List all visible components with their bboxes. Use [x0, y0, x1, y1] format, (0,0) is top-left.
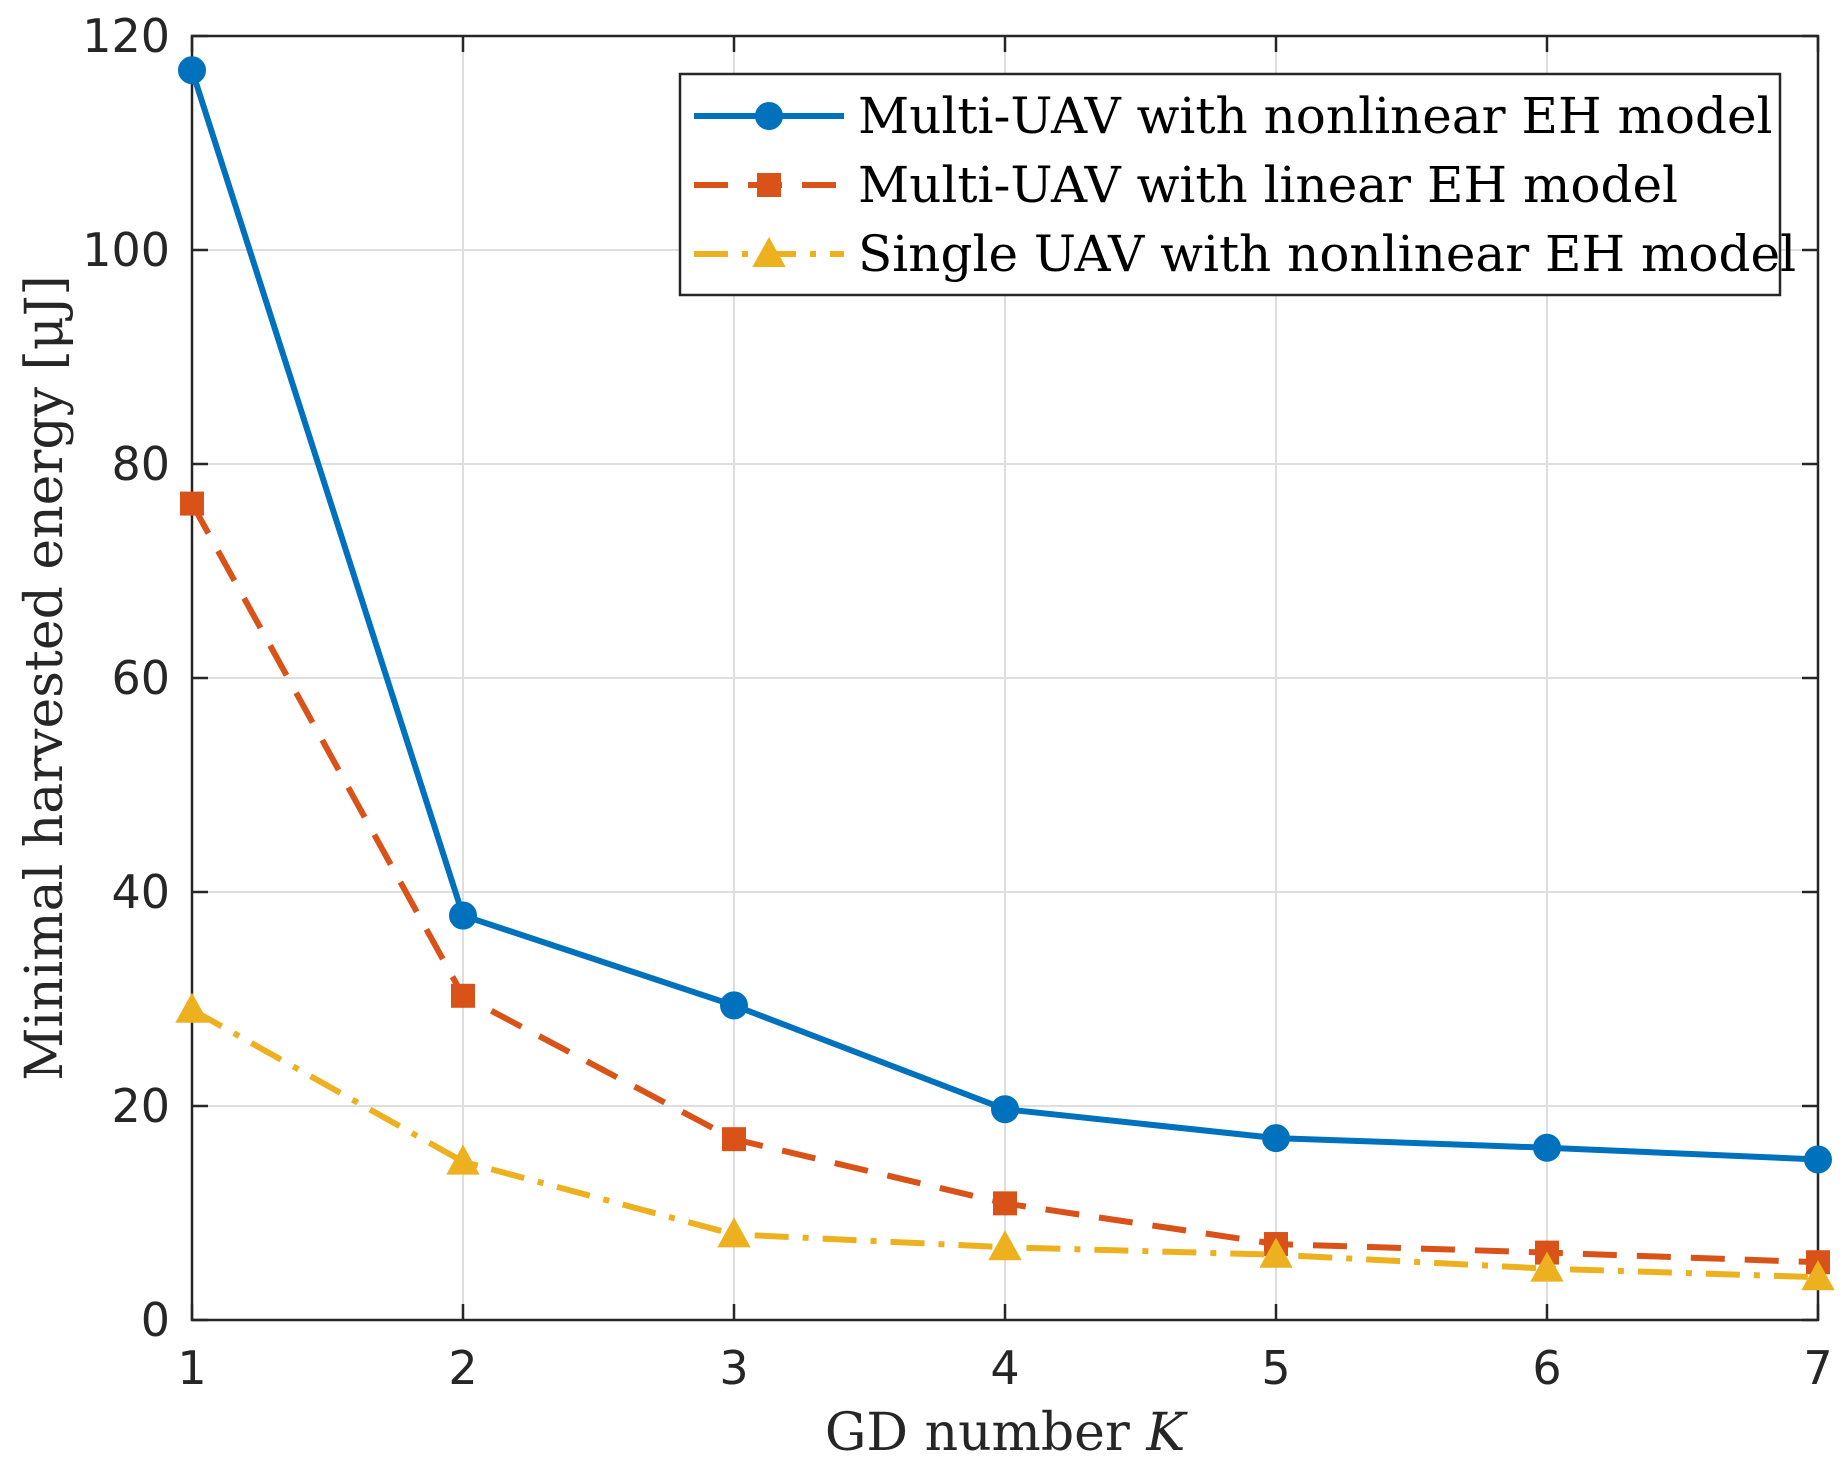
- data-point: [180, 491, 204, 516]
- y-tick-label: 20: [111, 1079, 170, 1133]
- legend-label: Multi-UAV with nonlinear EH model: [858, 87, 1773, 145]
- x-tick-label: 5: [1261, 1341, 1290, 1395]
- series-3: [175, 992, 1835, 1291]
- data-point: [717, 1217, 751, 1248]
- legend: Multi-UAV with nonlinear EH model Multi-U…: [678, 72, 1796, 297]
- data-point: [451, 983, 475, 1008]
- y-tick-label: 100: [82, 223, 170, 277]
- legend-box: [678, 72, 1782, 297]
- legend-marker: [757, 173, 781, 197]
- y-axis-title: Minimal harvested energy [μJ]: [15, 275, 75, 1080]
- data-point: [720, 991, 748, 1020]
- legend-label: Multi-UAV with linear EH model: [858, 156, 1678, 214]
- data-point: [991, 1095, 1019, 1124]
- data-point: [449, 901, 477, 930]
- data-point: [993, 1191, 1017, 1216]
- legend-entry: Multi-UAV with nonlinear EH model: [694, 87, 1773, 145]
- data-point: [1262, 1124, 1290, 1153]
- data-point: [1259, 1237, 1293, 1268]
- x-axis-variable: K: [1145, 1403, 1188, 1463]
- y-tick-label: 0: [141, 1293, 170, 1347]
- x-tick-label: 1: [177, 1341, 206, 1395]
- legend-entry: Multi-UAV with linear EH model: [694, 156, 1678, 214]
- data-point: [1801, 1260, 1835, 1291]
- x-tick-label: 3: [719, 1341, 748, 1395]
- axis-ticks: 1 2 3 4 5 6 7 0 20 40 60 80 100 120: [82, 9, 1832, 1395]
- legend-label: Single UAV with nonlinear EH model: [858, 225, 1796, 283]
- data-point: [1533, 1133, 1561, 1162]
- x-tick-label: 6: [1532, 1341, 1561, 1395]
- x-axis-label-text: GD number: [825, 1403, 1130, 1463]
- legend-entry: Single UAV with nonlinear EH model: [694, 225, 1796, 283]
- data-point: [1804, 1145, 1832, 1174]
- legend-marker: [755, 102, 783, 130]
- data-point: [722, 1127, 746, 1152]
- data-point: [446, 1144, 480, 1175]
- series-1: [178, 56, 1832, 1174]
- legend-marker: [752, 236, 786, 267]
- x-axis-title: GD number K: [825, 1403, 1189, 1463]
- data-point: [1530, 1251, 1564, 1282]
- y-tick-label: 60: [111, 651, 170, 705]
- data-point: [175, 992, 209, 1023]
- series-layer: [175, 56, 1835, 1291]
- y-tick-label: 120: [82, 9, 170, 63]
- x-tick-label: 4: [990, 1341, 1019, 1395]
- data-point: [178, 56, 206, 85]
- x-tick-label: 2: [448, 1341, 477, 1395]
- data-point: [988, 1230, 1022, 1261]
- y-tick-label: 80: [111, 437, 170, 491]
- x-tick-label: 7: [1803, 1341, 1832, 1395]
- y-tick-label: 40: [111, 865, 170, 919]
